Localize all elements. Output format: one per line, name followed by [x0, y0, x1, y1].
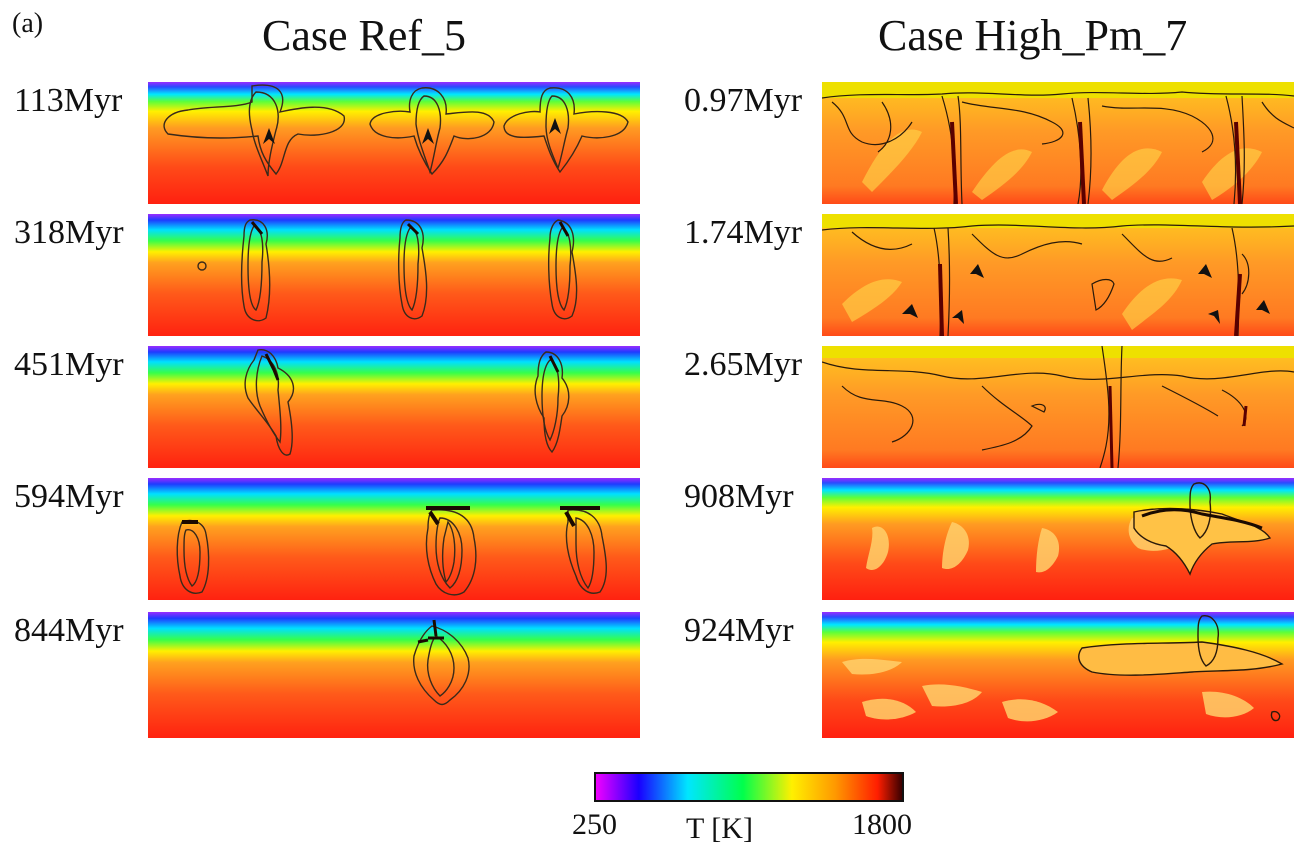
time-label: 1.74Myr: [684, 214, 803, 251]
snapshot-highpm7-908myr: [822, 478, 1294, 600]
time-label: 908Myr: [684, 478, 794, 515]
time-label: 844Myr: [14, 612, 124, 649]
arrow-markers: [902, 264, 1270, 324]
colorbar-title: T [K]: [686, 812, 753, 845]
snapshot-highpm7-0.97myr: [822, 82, 1294, 204]
time-label: 924Myr: [684, 612, 794, 649]
time-label: 2.65Myr: [684, 346, 803, 383]
time-label: 318Myr: [14, 214, 124, 251]
snapshot-highpm7-924myr: [822, 612, 1294, 738]
snapshot-highpm7-2.65myr: [822, 346, 1294, 468]
time-label: 594Myr: [14, 478, 124, 515]
column-title-highpm7: Case High_Pm_7: [878, 11, 1188, 60]
snapshot-ref5-451myr: [148, 346, 640, 468]
colorbar-min-label: 250: [572, 808, 617, 841]
panel-label: (a): [12, 8, 44, 39]
plume-contours: [176, 509, 607, 596]
time-label: 0.97Myr: [684, 82, 803, 119]
snapshot-ref5-844myr: [148, 612, 640, 738]
plume-contours: [1078, 615, 1284, 722]
plume-contours: [413, 625, 470, 706]
colorbar-max-label: 1800: [852, 808, 912, 841]
column-title-ref5: Case Ref_5: [262, 11, 467, 60]
colorbar: [594, 772, 904, 802]
time-label: 113Myr: [14, 82, 123, 119]
snapshot-highpm7-1.74myr: [822, 214, 1294, 336]
plume-contours: [822, 346, 1294, 468]
time-label: 451Myr: [14, 346, 124, 383]
snapshot-ref5-318myr: [148, 214, 640, 336]
snapshot-ref5-113myr: [148, 82, 640, 204]
snapshot-ref5-594myr: [148, 478, 640, 600]
plume-contours: [197, 219, 578, 322]
plume-contours: [163, 84, 629, 177]
plume-contours: [1133, 482, 1272, 576]
